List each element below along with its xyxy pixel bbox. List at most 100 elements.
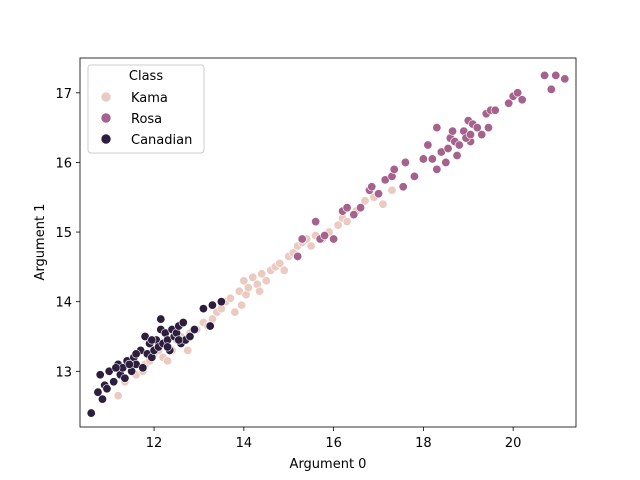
data-point <box>237 300 247 310</box>
data-point <box>349 210 359 220</box>
plot-frame <box>79 57 577 428</box>
data-point <box>111 363 121 373</box>
data-point <box>517 95 527 105</box>
data-point <box>387 185 397 195</box>
data-point <box>97 394 107 404</box>
data-point <box>147 335 157 345</box>
legend-title: Class <box>129 69 163 84</box>
y-axis: 13 14 15 16 17 <box>55 87 80 380</box>
data-point <box>293 251 303 261</box>
data-point <box>255 286 265 296</box>
data-point <box>360 196 370 206</box>
data-point <box>378 199 388 209</box>
data-point <box>367 182 377 192</box>
data-point <box>513 88 523 98</box>
data-point <box>551 70 561 80</box>
legend-label: Canadian <box>131 133 192 148</box>
data-point <box>109 377 119 387</box>
data-point <box>207 300 217 310</box>
data-point <box>216 297 226 307</box>
data-point <box>261 276 271 286</box>
data-point <box>441 157 451 167</box>
data-point <box>432 123 442 133</box>
data-point <box>124 359 134 369</box>
data-point <box>432 164 442 174</box>
y-axis-label: Argument 1 <box>33 204 48 281</box>
legend: Class Kama Rosa Canadian <box>87 64 205 154</box>
data-point <box>131 349 141 359</box>
data-point <box>225 293 235 303</box>
data-point <box>95 370 105 380</box>
y-tick-label: 17 <box>55 87 72 102</box>
data-point <box>138 363 148 373</box>
data-point <box>275 258 285 268</box>
plot-area <box>79 57 577 428</box>
x-tick-label: 16 <box>325 436 342 451</box>
data-point <box>163 356 173 366</box>
data-point <box>540 70 550 80</box>
data-point <box>398 182 408 192</box>
data-point <box>120 373 130 383</box>
data-point <box>183 345 193 355</box>
data-points <box>86 70 570 418</box>
data-point <box>418 154 428 164</box>
data-point <box>504 98 514 108</box>
data-point <box>163 342 173 352</box>
data-point <box>373 189 383 199</box>
data-point <box>243 283 253 293</box>
data-point <box>443 144 453 154</box>
data-point <box>248 272 258 282</box>
data-point <box>409 171 419 181</box>
y-tick-label: 14 <box>55 296 72 311</box>
data-point <box>297 234 307 244</box>
data-point <box>356 203 366 213</box>
data-point <box>560 74 570 84</box>
data-point <box>389 164 399 174</box>
data-point <box>400 157 410 167</box>
data-point <box>257 269 267 279</box>
data-point <box>86 408 96 418</box>
data-point <box>93 387 103 397</box>
data-point <box>230 307 240 317</box>
data-point <box>423 140 433 150</box>
data-point <box>311 217 321 227</box>
data-point <box>156 314 166 324</box>
data-point <box>454 140 464 150</box>
data-point <box>205 321 215 331</box>
data-point <box>490 105 500 115</box>
data-point <box>279 265 289 275</box>
data-point <box>320 231 330 241</box>
y-tick-label: 13 <box>55 365 72 380</box>
data-point <box>113 391 123 401</box>
data-point <box>466 130 476 140</box>
x-tick-label: 14 <box>236 436 253 451</box>
legend-label: Kama <box>131 91 168 106</box>
legend-entries: Kama Rosa Canadian <box>100 91 192 148</box>
data-point <box>239 276 249 286</box>
data-point <box>342 217 352 227</box>
data-point <box>102 384 112 394</box>
x-tick-label: 18 <box>415 436 432 451</box>
data-point <box>189 325 199 335</box>
legend-marker <box>100 133 112 145</box>
y-tick-label: 16 <box>55 156 72 171</box>
y-tick-label: 15 <box>55 226 72 241</box>
legend-label: Rosa <box>131 112 162 127</box>
data-point <box>333 220 343 230</box>
data-point <box>198 304 208 314</box>
data-point <box>452 150 462 160</box>
data-point <box>483 123 493 133</box>
data-point <box>477 130 487 140</box>
data-point <box>342 203 352 213</box>
data-point <box>448 126 458 136</box>
x-tick-label: 20 <box>505 436 522 451</box>
data-point <box>329 234 339 244</box>
x-axis: 12 14 16 18 20 <box>146 427 522 451</box>
legend-marker <box>100 91 112 103</box>
data-point <box>178 318 188 328</box>
x-axis-label: Argument 0 <box>290 457 367 472</box>
data-point <box>185 331 195 341</box>
legend-box <box>87 64 205 154</box>
data-point <box>427 154 437 164</box>
